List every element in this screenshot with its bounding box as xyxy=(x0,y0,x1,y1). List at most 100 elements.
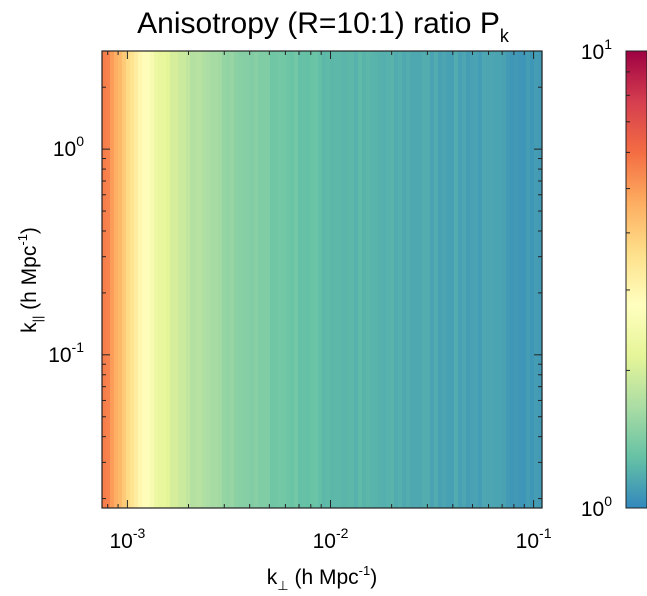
heatmap-cell xyxy=(434,51,439,508)
heatmap-cell xyxy=(146,51,151,508)
heatmap-cell xyxy=(318,51,323,508)
heatmap-cell xyxy=(130,51,135,508)
heatmap-cell xyxy=(174,51,179,508)
heatmap-cell xyxy=(414,51,419,508)
heatmap-cell xyxy=(466,51,471,508)
heatmap-cell xyxy=(102,51,107,508)
heatmap-cell xyxy=(490,51,495,508)
heatmap-cell xyxy=(154,51,159,508)
heatmap-cell xyxy=(390,51,395,508)
heatmap-cell xyxy=(330,51,335,508)
heatmap-cell xyxy=(442,51,447,508)
heatmap-cell xyxy=(166,51,171,508)
colorbar-axis: 101 100 xyxy=(581,36,632,521)
heatmap-cell xyxy=(450,51,455,508)
heatmap-cell xyxy=(522,51,527,508)
heatmap-cell xyxy=(210,51,215,508)
heatmap-cell xyxy=(306,51,311,508)
heatmap-cell xyxy=(386,51,391,508)
heatmap-cell xyxy=(394,51,399,508)
heatmap-cell xyxy=(458,51,463,508)
heatmap-cell xyxy=(286,51,291,508)
heatmap-cell xyxy=(178,51,183,508)
heatmap-cell xyxy=(142,51,147,508)
heatmap-cell xyxy=(150,51,155,508)
heatmap-cell xyxy=(158,51,163,508)
x-axis-label: k⊥ (h Mpc-1) xyxy=(267,563,377,593)
x-tick-label: 10-1 xyxy=(516,525,552,553)
heatmap-cell xyxy=(242,51,247,508)
heatmap-cell xyxy=(538,51,543,508)
heatmap-cell xyxy=(326,51,331,508)
heatmap-cell xyxy=(138,51,143,508)
x-axis: 10-3 10-2 10-1 xyxy=(107,51,552,553)
heatmap-cell xyxy=(418,51,423,508)
heatmap-cell xyxy=(530,51,535,508)
heatmap-cell xyxy=(446,51,451,508)
heatmap-cell xyxy=(258,51,263,508)
heatmap-cell xyxy=(406,51,411,508)
heatmap-cell xyxy=(514,51,519,508)
heatmap-cell xyxy=(170,51,175,508)
heatmap-cell xyxy=(338,51,343,508)
heatmap-cell xyxy=(222,51,227,508)
heatmap-cell xyxy=(114,51,119,508)
heatmap-cell xyxy=(262,51,267,508)
heatmap-cell xyxy=(454,51,459,508)
heatmap-cell xyxy=(506,51,511,508)
heatmap-cell xyxy=(534,51,539,508)
heatmap-cell xyxy=(398,51,403,508)
colorbar-frame xyxy=(625,50,647,509)
heatmap-cell xyxy=(342,51,347,508)
heatmap-cell xyxy=(438,51,443,508)
heatmap-cell xyxy=(314,51,319,508)
heatmap-cell xyxy=(294,51,299,508)
heatmap-cell xyxy=(282,51,287,508)
plot-frame xyxy=(101,50,543,509)
heatmap-cell xyxy=(322,51,327,508)
heatmap xyxy=(102,51,543,508)
heatmap-cell xyxy=(230,51,235,508)
heatmap-cell xyxy=(462,51,467,508)
heatmap-cell xyxy=(238,51,243,508)
heatmap-cell xyxy=(482,51,487,508)
heatmap-cell xyxy=(378,51,383,508)
heatmap-cell xyxy=(354,51,359,508)
heatmap-cell xyxy=(470,51,475,508)
heatmap-cell xyxy=(310,51,315,508)
heatmap-cell xyxy=(246,51,251,508)
heatmap-cell xyxy=(254,51,259,508)
heatmap-cell xyxy=(502,51,507,508)
heatmap-cell xyxy=(126,51,131,508)
heatmap-cell xyxy=(234,51,239,508)
heatmap-cell xyxy=(334,51,339,508)
heatmap-cell xyxy=(426,51,431,508)
heatmap-cell xyxy=(518,51,523,508)
heatmap-cell xyxy=(374,51,379,508)
colorbar-tick-label: 100 xyxy=(581,493,612,521)
heatmap-cell xyxy=(190,51,195,508)
y-tick-label: 100 xyxy=(53,133,84,161)
y-axis: 100 10-1 xyxy=(48,50,542,500)
heatmap-cell xyxy=(430,51,435,508)
heatmap-cell xyxy=(266,51,271,508)
heatmap-cell xyxy=(402,51,407,508)
heatmap-cell xyxy=(526,51,531,508)
heatmap-cell xyxy=(494,51,499,508)
heatmap-cell xyxy=(218,51,223,508)
heatmap-cell xyxy=(270,51,275,508)
heatmap-cell xyxy=(358,51,363,508)
heatmap-cell xyxy=(186,51,191,508)
heatmap-cell xyxy=(110,51,115,508)
heatmap-cell xyxy=(350,51,355,508)
y-axis-label: k|| (h Mpc-1) xyxy=(15,227,45,333)
heatmap-cell xyxy=(194,51,199,508)
heatmap-cell xyxy=(250,51,255,508)
heatmap-cell xyxy=(290,51,295,508)
colorbar-tick-label: 101 xyxy=(581,36,612,64)
heatmap-cell xyxy=(206,51,211,508)
chart-title: Anisotropy (R=10:1) ratio Pk xyxy=(137,7,510,46)
heatmap-cell xyxy=(498,51,503,508)
heatmap-cell xyxy=(122,51,127,508)
